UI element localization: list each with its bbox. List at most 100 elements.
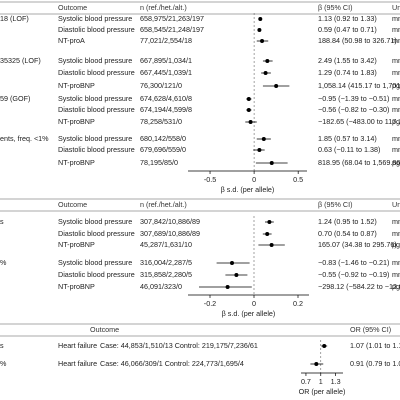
row-estimates: 2.49 (1.55 to 3.42) xyxy=(318,56,377,65)
column-header: Uni xyxy=(392,200,400,209)
column-header: n (ref./het./alt.) xyxy=(140,200,187,209)
row-estimates: 1.85 (0.57 to 3.14) xyxy=(318,134,377,143)
row-n: 78,258/531/0 xyxy=(140,117,182,126)
row-outcomes: Diastolic blood pressure xyxy=(58,229,135,238)
row-units: mm xyxy=(392,145,400,154)
point-estimate xyxy=(230,261,234,265)
x-tick-label: -0.2 xyxy=(204,299,216,308)
row-n: 46,091/323/0 xyxy=(140,282,182,291)
row-outcomes: Systolic blood pressure xyxy=(58,56,132,65)
row-n: Case: 46,066/309/1 Control: 224,773/1,69… xyxy=(100,359,244,368)
row-n: 45,287/1,631/10 xyxy=(140,240,192,249)
row-outcomes: NT-proBNP xyxy=(58,158,95,167)
row-n: 307,842/10,886/89 xyxy=(140,217,200,226)
row-units: pg r xyxy=(392,81,400,90)
row-units: pg r xyxy=(392,282,400,291)
column-header: β (95% CI) xyxy=(318,200,353,209)
x-axis-title: β s.d. (per allele) xyxy=(221,185,275,194)
row-outcomes: Diastolic blood pressure xyxy=(58,68,135,77)
point-estimate xyxy=(257,148,262,152)
row-estimates: 0.63 (−0.11 to 1.38) xyxy=(318,145,380,154)
row-units: mm xyxy=(392,14,400,23)
row-n: 658,545/21,248/197 xyxy=(140,25,204,34)
row-outcomes: Diastolic blood pressure xyxy=(58,145,135,154)
row-outcomes: Diastolic blood pressure xyxy=(58,105,135,114)
point-estimate xyxy=(265,59,270,63)
x-tick-label: 0 xyxy=(252,175,256,184)
group-label: 18 (LOF) xyxy=(0,14,29,23)
row-units: mm xyxy=(392,56,400,65)
row-estimates: −0.55 (−0.92 to −0.19) xyxy=(318,270,389,279)
point-estimate xyxy=(265,232,270,236)
row-estimates: 188.84 (50.98 to 326.71) xyxy=(318,36,397,45)
column-header: OR (95% CI) xyxy=(350,325,391,334)
group-label: s xyxy=(0,217,4,226)
row-n: 658,975/21,263/197 xyxy=(140,14,204,23)
row-outcomes: Heart failure xyxy=(58,359,97,368)
row-estimates: 0.91 (0.79 to 1.0 xyxy=(350,359,400,368)
row-estimates: −0.56 (−0.82 to −0.30) xyxy=(318,105,389,114)
row-n: 307,689/10,886/89 xyxy=(140,229,200,238)
row-estimates: 0.59 (0.47 to 0.71) xyxy=(318,25,377,34)
column-header: β (95% CI) xyxy=(318,3,353,12)
row-estimates: −298.12 (−584.22 to −12.03) xyxy=(318,282,400,291)
row-n: 667,445/1,039/1 xyxy=(140,68,192,77)
row-units: pg r xyxy=(392,117,400,126)
row-estimates: 0.70 (0.54 to 0.87) xyxy=(318,229,377,238)
point-estimate xyxy=(263,71,268,75)
row-estimates: −0.95 (−1.39 to −0.51) xyxy=(318,94,389,103)
row-units: mm xyxy=(392,68,400,77)
row-outcomes: NT-proBNP xyxy=(58,240,95,249)
x-tick-label: 1.3 xyxy=(331,377,341,386)
x-tick-label: -0.5 xyxy=(204,175,216,184)
group-label: % xyxy=(0,359,7,368)
row-n: 674,194/4,599/8 xyxy=(140,105,192,114)
row-outcomes: Diastolic blood pressure xyxy=(58,25,135,34)
point-estimate xyxy=(314,362,319,366)
row-outcomes: NT-proBNP xyxy=(58,282,95,291)
row-n: Case: 44,853/1,510/13 Control: 219,175/7… xyxy=(100,341,258,350)
point-estimate xyxy=(267,220,272,224)
point-estimate xyxy=(257,28,262,32)
row-outcomes: NT-proBNP xyxy=(58,81,95,90)
row-units: mm xyxy=(392,94,400,103)
column-header: Outcome xyxy=(58,3,87,12)
row-units: mm xyxy=(392,270,400,279)
row-n: 667,895/1,034/1 xyxy=(140,56,192,65)
row-outcomes: Diastolic blood pressure xyxy=(58,270,135,279)
row-units: mm xyxy=(392,36,400,45)
row-units: mm xyxy=(392,258,400,267)
row-estimates: −182.65 (−483.00 to 117.71) xyxy=(318,117,400,126)
group-label: 35325 (LOF) xyxy=(0,56,41,65)
x-axis-title: β s.d. (per allele) xyxy=(222,309,276,318)
point-estimate xyxy=(322,344,327,348)
group-label: 59 (GOF) xyxy=(0,94,30,103)
row-outcomes: NT-proBNP xyxy=(58,117,95,126)
point-estimate xyxy=(260,39,265,43)
row-outcomes: Systolic blood pressure xyxy=(58,14,132,23)
x-tick-label: 0.2 xyxy=(293,299,303,308)
group-label: s xyxy=(0,341,4,350)
point-estimate xyxy=(225,285,230,289)
point-estimate xyxy=(258,17,263,21)
row-outcomes: Heart failure xyxy=(58,341,97,350)
row-estimates: 1.24 (0.95 to 1.52) xyxy=(318,217,377,226)
row-outcomes: Systolic blood pressure xyxy=(58,258,132,267)
row-units: pg r xyxy=(392,240,400,249)
group-label: % xyxy=(0,258,7,267)
column-header: Outcome xyxy=(58,200,87,209)
x-tick-label: 0 xyxy=(252,299,256,308)
row-n: 680,142/558/0 xyxy=(140,134,186,143)
row-units: pg r xyxy=(392,158,400,167)
point-estimate xyxy=(269,161,274,165)
row-n: 674,628/4,610/8 xyxy=(140,94,192,103)
row-n: 315,858/2,280/5 xyxy=(140,270,192,279)
row-outcomes: Systolic blood pressure xyxy=(58,94,132,103)
row-estimates: 165.07 (34.38 to 295.76) xyxy=(318,240,397,249)
row-estimates: 818.95 (68.04 to 1,569.86) xyxy=(318,158,400,167)
row-n: 76,300/121/0 xyxy=(140,81,182,90)
point-estimate xyxy=(261,137,266,141)
x-tick-label: 0.5 xyxy=(293,175,303,184)
group-label: ents, freq. <1% xyxy=(0,134,49,143)
